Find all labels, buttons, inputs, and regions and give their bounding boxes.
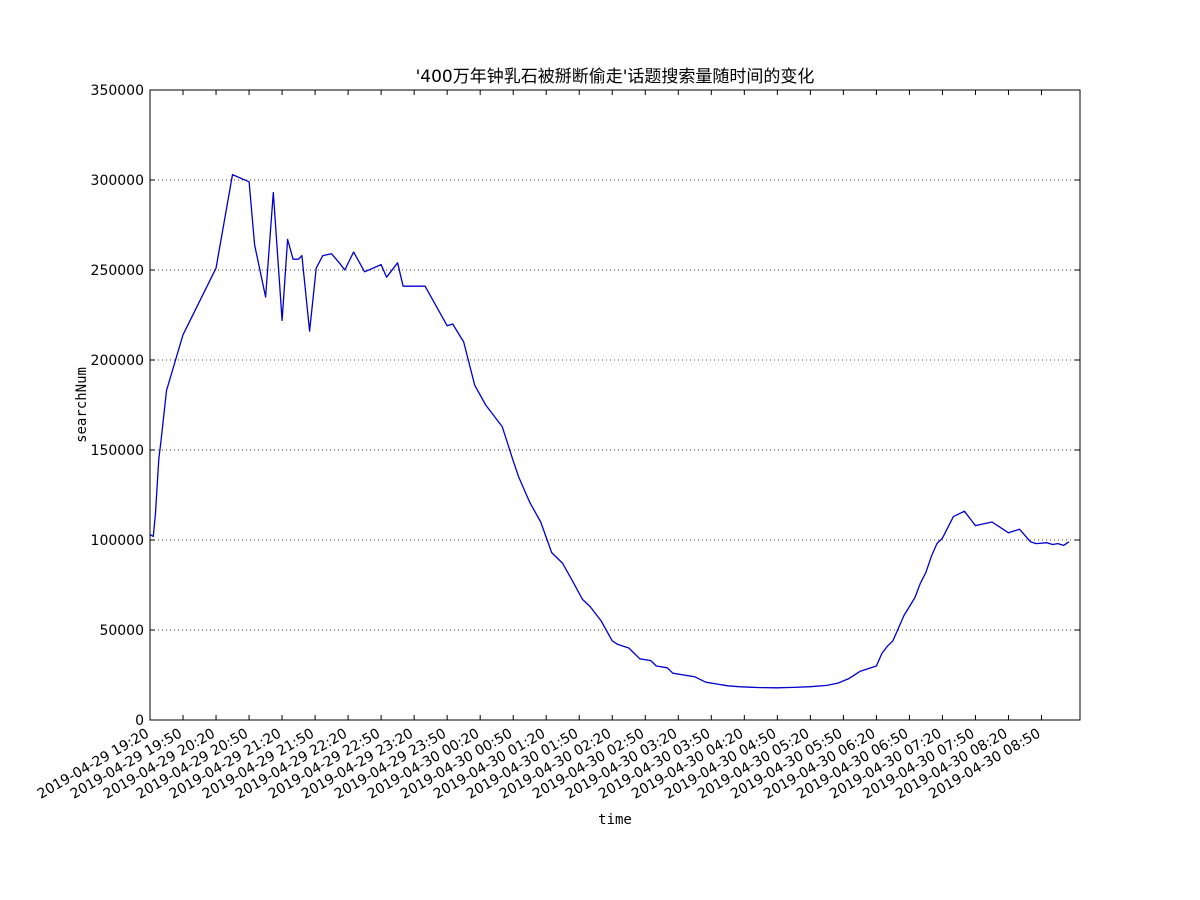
y-axis-ticks: 0 50000 100000 150000 200000 250000 300000 3500… bbox=[91, 83, 1080, 729]
y-tick-label: 150000 bbox=[91, 443, 144, 459]
plot-frame bbox=[149, 89, 1081, 721]
y-tick-label: 300000 bbox=[91, 173, 144, 189]
y-tick-label: 0 bbox=[135, 713, 144, 729]
y-tick-label: 250000 bbox=[91, 263, 144, 279]
series-line bbox=[149, 173, 1070, 689]
x-axis-label: time bbox=[598, 812, 632, 828]
y-tick-label: 100000 bbox=[91, 533, 144, 549]
y-gridlines bbox=[150, 179, 1080, 631]
chart-title: '400万年钟乳石被掰断偷走'话题搜索量随时间的变化 bbox=[416, 67, 815, 87]
y-tick-label: 350000 bbox=[91, 83, 144, 99]
y-tick-label: 200000 bbox=[91, 353, 144, 369]
y-tick-label: 50000 bbox=[99, 623, 144, 639]
y-axis-label: searchNum bbox=[74, 367, 90, 443]
